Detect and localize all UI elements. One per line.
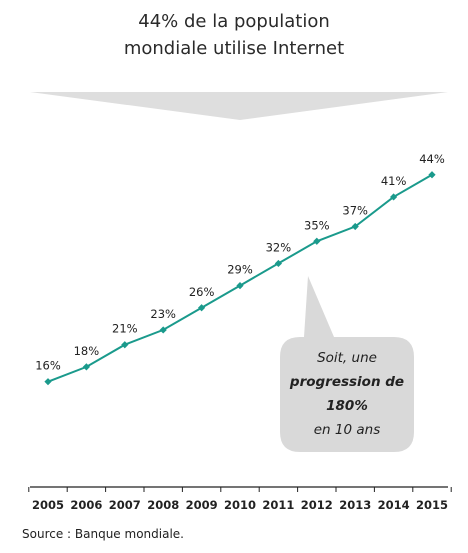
data-point-marker [82,363,90,371]
callout-line-3: 180% [326,398,368,414]
chart-title-line-1: 44% de la population [138,11,330,32]
data-label: 37% [342,204,368,218]
x-tick-label: 2013 [339,498,371,512]
x-ticks [28,487,452,492]
data-label: 41% [381,174,407,188]
chart-title: 44% de la population mondiale utilise In… [0,8,468,62]
data-point-marker [390,193,398,201]
x-tick-label: 2014 [378,498,410,512]
callout-line-2: progression de [289,374,404,390]
chart-title-line-2: mondiale utilise Internet [123,38,345,59]
data-label: 23% [150,307,176,321]
callout-bubble [280,276,414,452]
callout-line-1: Soit, une [317,350,377,366]
x-tick-label: 2008 [147,498,179,512]
callout-line-4: en 10 ans [314,422,381,438]
x-tick-label: 2011 [262,498,294,512]
data-label: 16% [35,359,61,373]
data-point-marker [351,222,359,231]
series-group [44,171,436,386]
downward-arrow-banner [30,92,448,120]
x-tick-label: 2010 [224,498,256,512]
data-point-marker [44,378,52,386]
source-note: Source : Banque mondiale. [22,527,184,541]
data-point-marker [121,341,129,349]
data-point-marker [236,282,244,290]
data-label: 35% [304,218,330,232]
data-label: 29% [227,263,253,277]
data-label: 32% [266,240,292,254]
x-tick-label: 2012 [301,498,333,512]
data-label: 18% [74,344,100,358]
x-tick-label: 2009 [186,498,218,512]
data-labels: 16% 18% 21% 23% 26% 29% 32% 35% 37% 41% 44% [35,152,445,373]
x-tick-labels: 2005 2006 2007 2008 2009 2010 2011 2012 2013 2014… [32,498,448,512]
data-point-marker [428,171,436,179]
data-label: 44% [419,152,445,166]
x-tick-label: 2007 [109,498,141,512]
data-point-marker [313,237,321,245]
x-tick-label: 2006 [70,498,102,512]
data-point-marker [198,304,206,312]
data-point-marker [274,259,282,268]
data-point-marker [159,326,167,334]
x-tick-label: 2005 [32,498,64,512]
data-label: 21% [112,322,138,336]
data-label: 26% [189,285,215,299]
x-tick-label: 2015 [416,498,448,512]
